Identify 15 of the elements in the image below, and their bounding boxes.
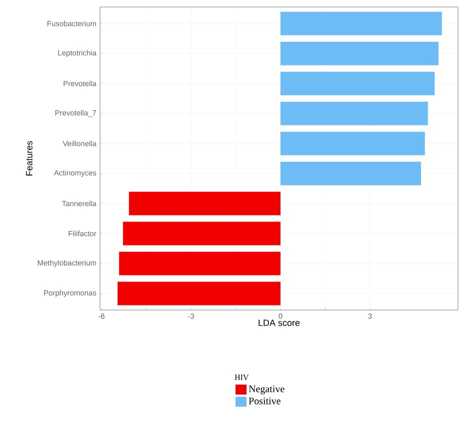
bar [280, 72, 435, 96]
bar [118, 282, 280, 306]
bar [280, 132, 425, 156]
x-axis-title: LDA score [258, 320, 300, 326]
bar [122, 222, 280, 246]
bar [280, 102, 428, 126]
bar [119, 252, 280, 276]
legend-label: Positive [248, 398, 280, 404]
legend-label: Negative [248, 386, 284, 394]
bar [280, 162, 421, 186]
y-axis-title: Features [26, 141, 32, 176]
bar [280, 42, 439, 66]
bar [280, 12, 442, 36]
bar [128, 192, 280, 216]
legend-title: HIV [234, 374, 249, 380]
